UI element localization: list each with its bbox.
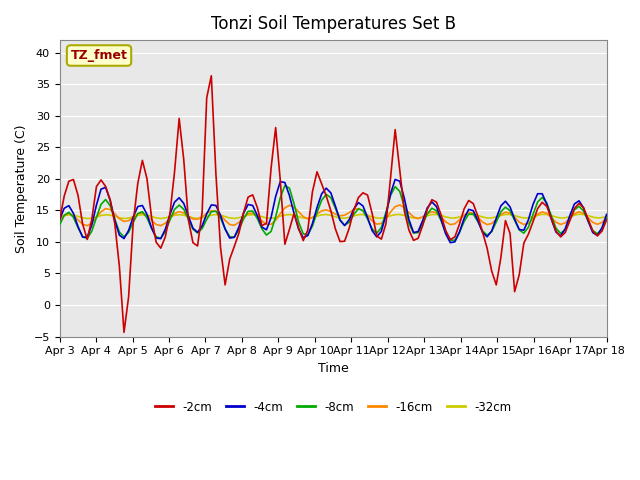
Title: Tonzi Soil Temperatures Set B: Tonzi Soil Temperatures Set B [211, 15, 456, 33]
X-axis label: Time: Time [317, 362, 349, 375]
Text: TZ_fmet: TZ_fmet [70, 49, 127, 62]
Legend: -2cm, -4cm, -8cm, -16cm, -32cm: -2cm, -4cm, -8cm, -16cm, -32cm [150, 396, 516, 418]
Y-axis label: Soil Temperature (C): Soil Temperature (C) [15, 124, 28, 252]
